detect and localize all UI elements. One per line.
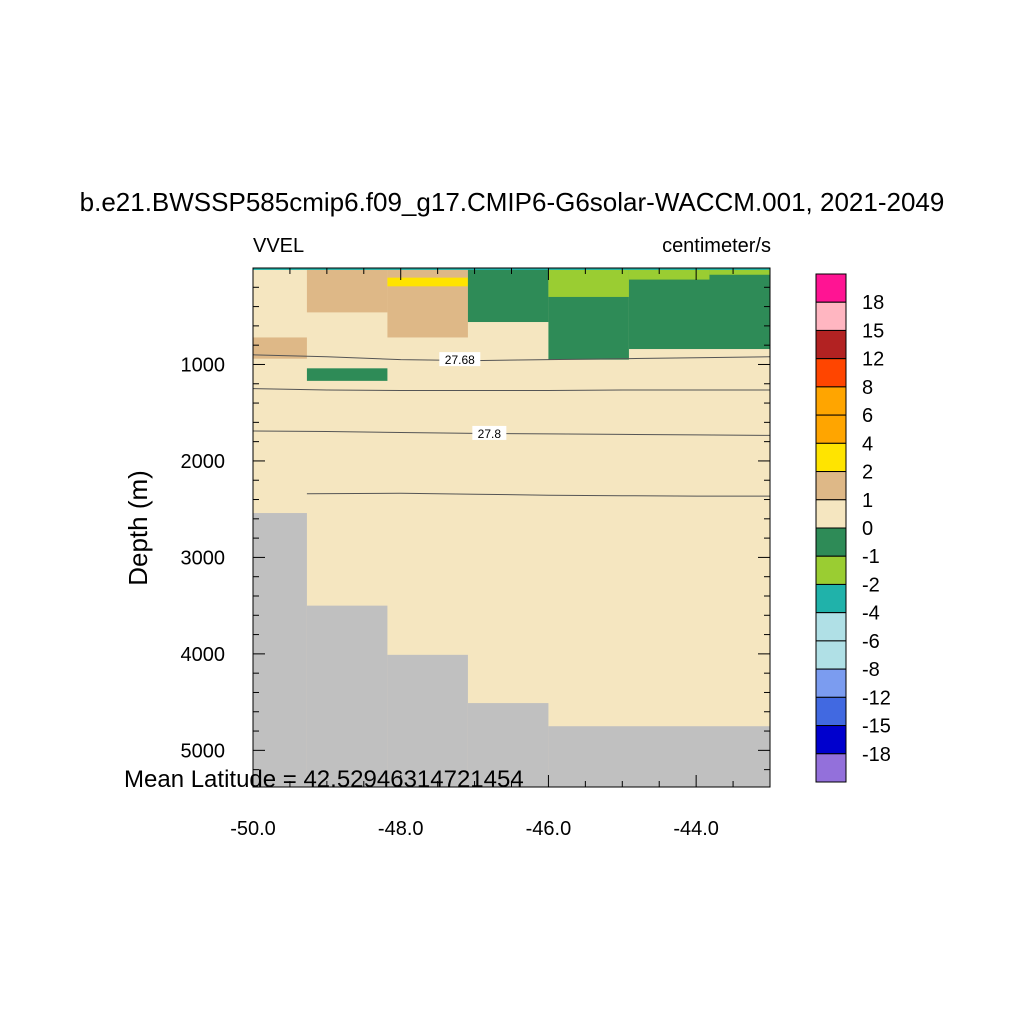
plot-area — [253, 268, 770, 787]
colorbar-label-15: -15 — [862, 716, 891, 738]
y-tick-label: 5000 — [181, 740, 226, 762]
contour-line-1 — [252, 388, 770, 391]
x-tick-label: -46.0 — [526, 818, 572, 840]
y-tick-label: 2000 — [181, 451, 226, 473]
bathymetry-step-0 — [253, 513, 307, 787]
variable-label: VVEL — [253, 235, 304, 257]
x-tick-label: -48.0 — [378, 818, 424, 840]
bathymetry-step-3 — [467, 703, 549, 787]
colorbar-box-4 — [815, 386, 847, 416]
colorbar-box-5 — [815, 414, 847, 444]
colorbar-box-12 — [815, 612, 847, 642]
value-cell-4 — [306, 368, 388, 381]
colorbar-label-10: -2 — [862, 574, 880, 596]
colorbar-label-8: 0 — [862, 518, 873, 540]
y-tick-label: 4000 — [181, 644, 226, 666]
colorbar-box-8 — [815, 499, 847, 529]
y-axis-label: Depth (m) — [123, 470, 153, 586]
colorbar-label-0: 18 — [862, 292, 884, 314]
colorbar-box-9 — [815, 527, 847, 557]
bathymetry-step-2 — [387, 654, 468, 787]
value-cell-3 — [387, 277, 468, 287]
colorbar-label-3: 8 — [862, 377, 873, 399]
contour-line-3 — [306, 492, 770, 497]
y-tick-label: 3000 — [181, 547, 226, 569]
contour-label-1: 27.68 — [445, 353, 475, 367]
value-cell-8 — [548, 268, 629, 297]
contour-lines: 27.68 27.8 — [252, 352, 771, 497]
contour-label-bg-1 — [439, 352, 481, 367]
colorbar-label-1: 15 — [862, 320, 884, 342]
contour-label-2: 27.8 — [478, 427, 502, 441]
colorbar-box-7 — [815, 471, 847, 501]
colorbar-label-9: -1 — [862, 546, 880, 568]
x-tick-label: -50.0 — [230, 818, 276, 840]
y-tick-label: 1000 — [181, 354, 226, 376]
colorbar-box-2 — [815, 329, 847, 360]
mean-latitude-annotation: Mean Latitude = 42.52946314721454 — [124, 766, 524, 793]
colorbar-box-0 — [815, 273, 847, 303]
value-cell-5 — [467, 268, 549, 323]
units-label: centimeter/s — [662, 235, 771, 257]
value-cell-0 — [253, 337, 307, 359]
colorbar-label-6: 2 — [862, 462, 873, 484]
x-tick-label: -44.0 — [673, 818, 719, 840]
colorbar-box-14 — [815, 668, 847, 698]
colorbar-label-5: 4 — [862, 433, 873, 455]
value-cell-9 — [628, 268, 710, 280]
value-cell-7 — [628, 268, 770, 350]
colorbar-label-2: 12 — [862, 349, 884, 371]
colorbar-label-16: -18 — [862, 744, 891, 766]
colorbar-box-3 — [815, 358, 847, 388]
colorbar-box-16 — [815, 725, 847, 755]
colorbar: 18 15 12 8 6 4 2 1 0 -1 -2 -4 -6 -8 -12 -15 -18 — [815, 273, 891, 783]
value-cell-10 — [709, 268, 770, 275]
colorbar-box-6 — [815, 442, 847, 473]
colorbar-box-17 — [815, 753, 847, 783]
contour-line-2 — [252, 430, 771, 436]
contour-label-bg-2 — [472, 425, 507, 440]
bathymetry-step-1 — [306, 605, 388, 787]
value-cell-1 — [306, 268, 388, 313]
colorbar-label-13: -8 — [862, 659, 880, 681]
colorbar-label-14: -12 — [862, 687, 891, 709]
colorbar-label-12: -6 — [862, 631, 880, 653]
bathymetry-step-4 — [548, 726, 770, 787]
colorbar-box-1 — [815, 301, 847, 331]
chart-title: b.e21.BWSSP585cmip6.f09_g17.CMIP6-G6sola… — [80, 187, 945, 217]
colorbar-label-4: 6 — [862, 405, 873, 427]
colorbar-label-7: 1 — [862, 490, 873, 512]
colorbar-box-13 — [815, 640, 847, 670]
colorbar-box-15 — [815, 696, 847, 727]
colorbar-box-11 — [815, 583, 847, 614]
contour-line-0 — [252, 354, 771, 362]
colorbar-box-10 — [815, 555, 847, 585]
colorbar-label-11: -4 — [862, 603, 880, 625]
axes: -50.0 -48.0 -46.0 -44.0 1000 2000 3000 4000 5000 — [181, 267, 771, 840]
